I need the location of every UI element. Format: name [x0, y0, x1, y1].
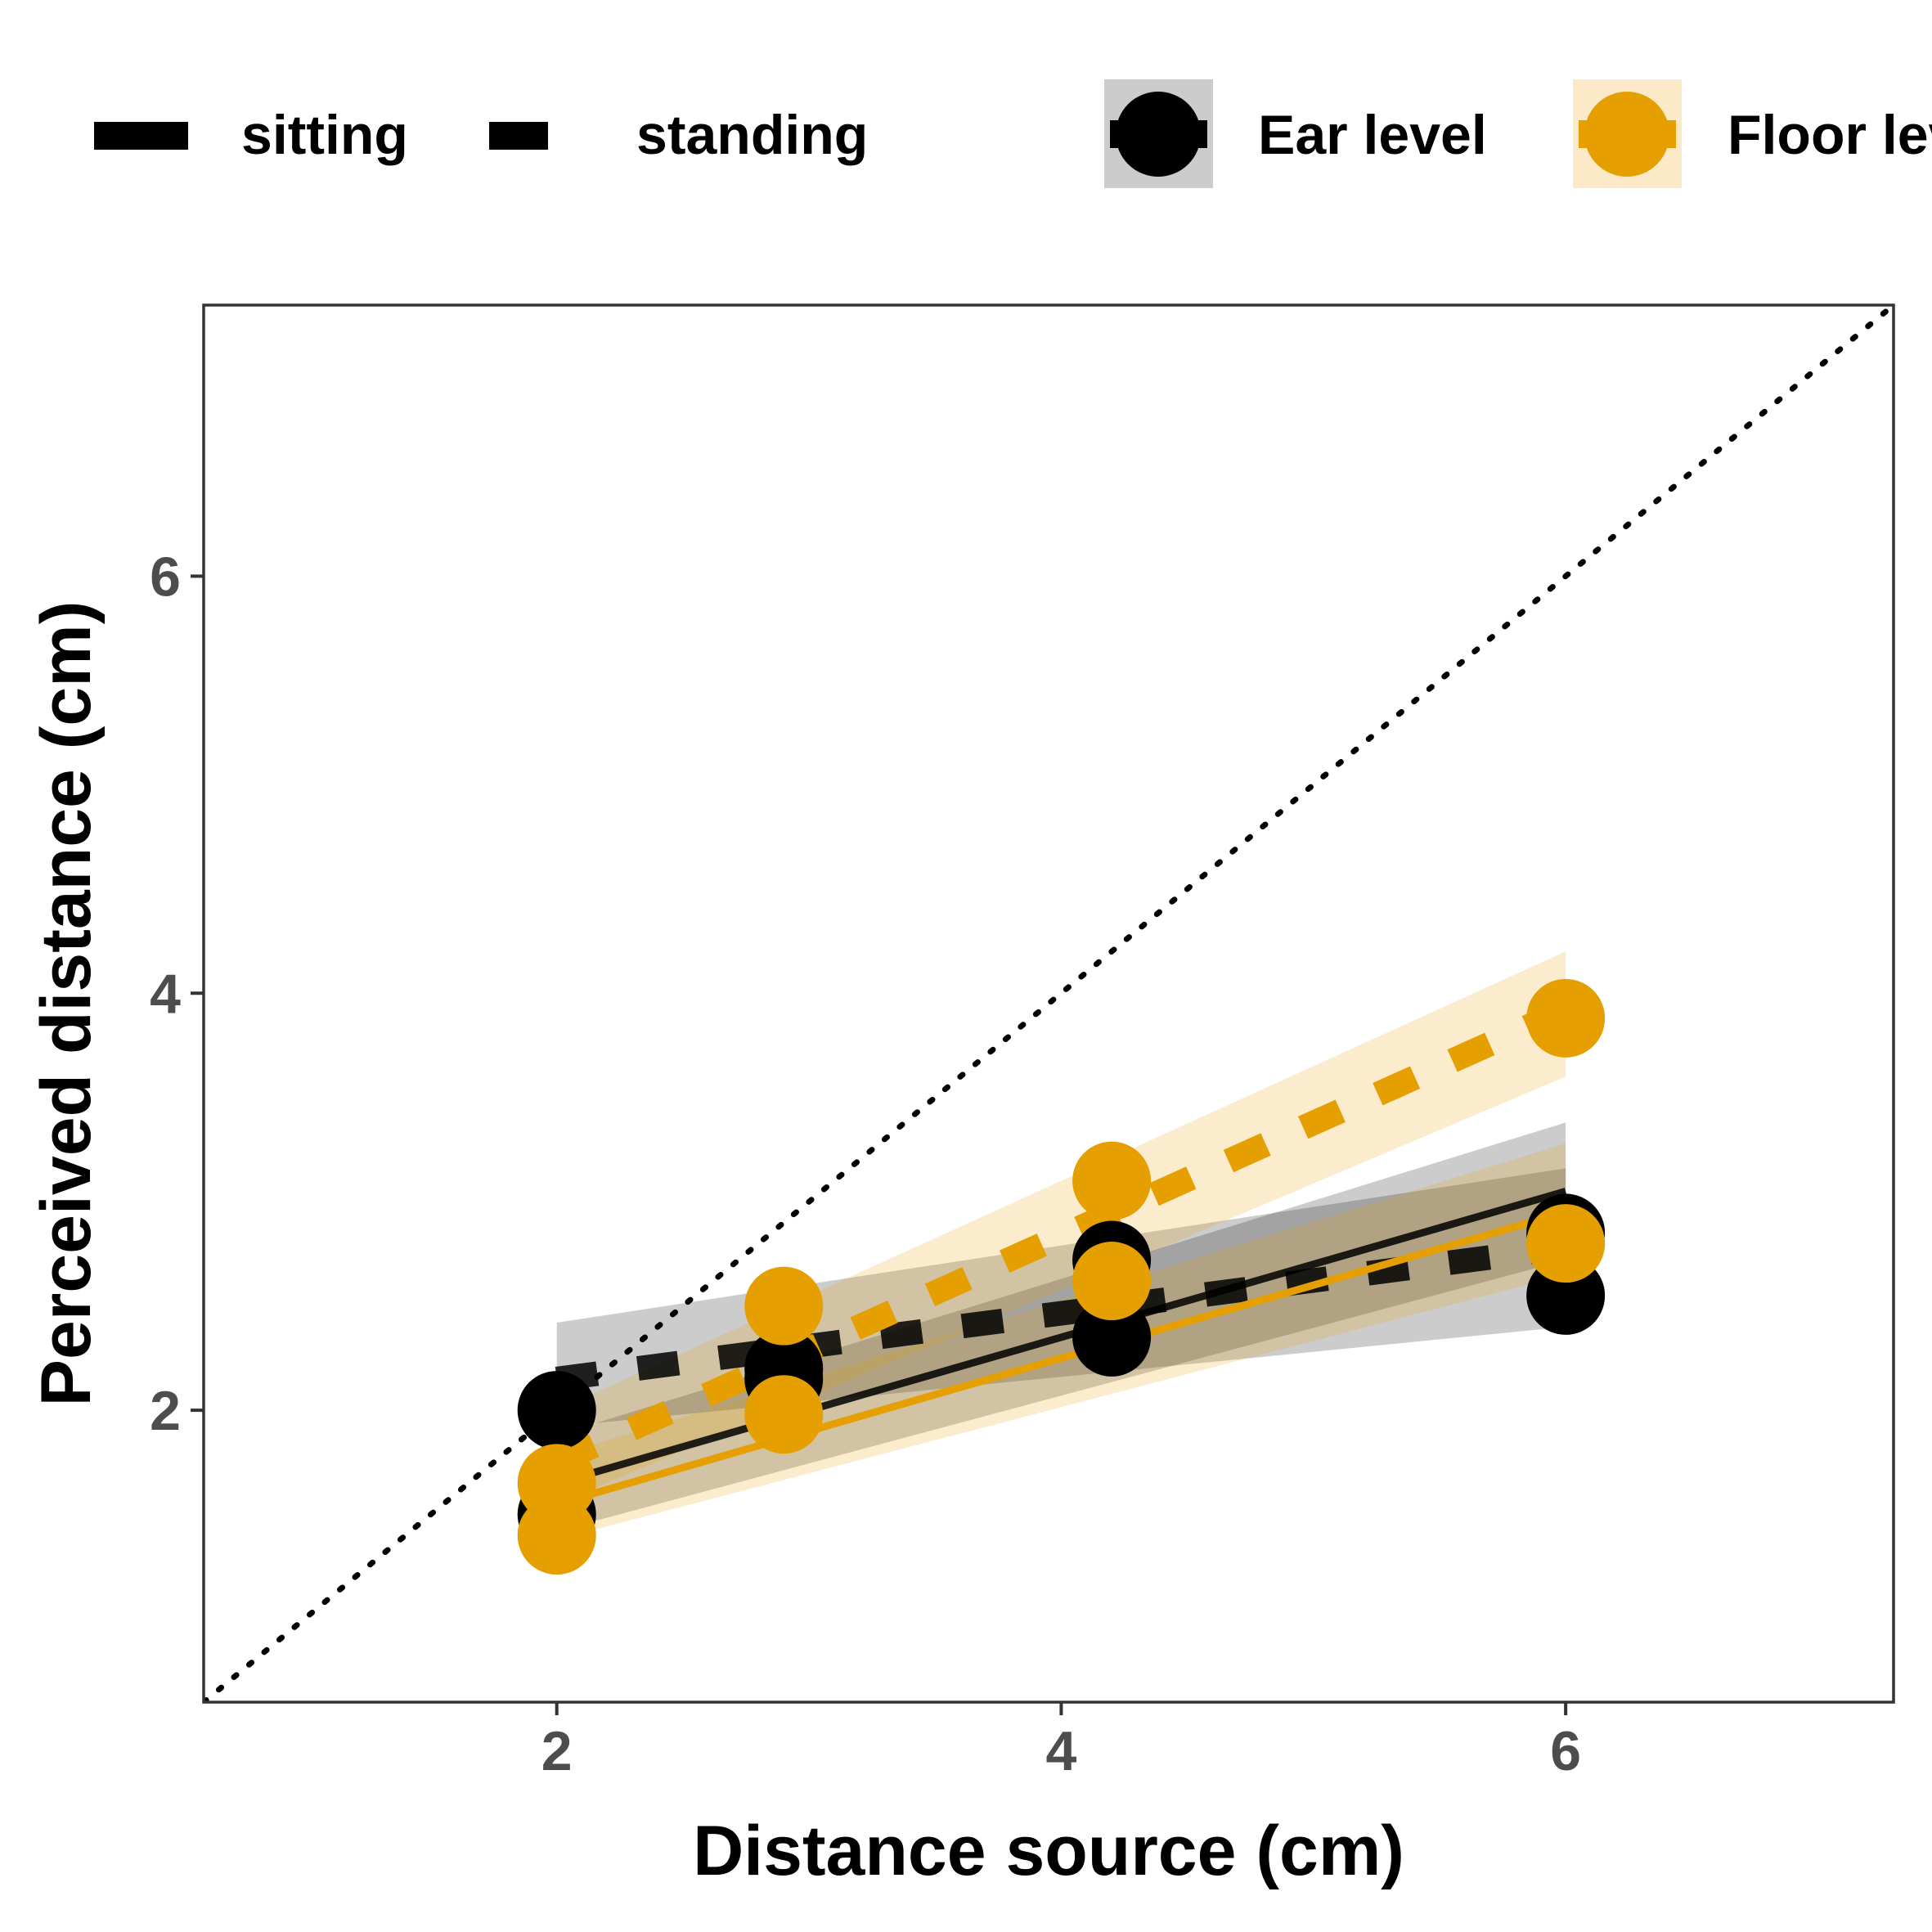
data-point-floor-level-standing-2: [744, 1266, 824, 1346]
y-tick-label-6: 6: [150, 546, 181, 608]
legend-point-ear-level: [1116, 92, 1201, 177]
identity-reference-line: [204, 305, 1894, 1702]
x-tick-label-4: 4: [1046, 1720, 1077, 1782]
axes: 2 4 6 2 4 6: [150, 546, 1581, 1782]
data-point-floor-level-standing-4: [1526, 978, 1606, 1058]
fit-line-floor-level-standing: [551, 998, 1571, 1474]
fit-line-floor-level-sitting: [555, 1208, 1567, 1508]
data-point-floor-level-standing-1: [517, 1496, 596, 1575]
x-axis-title: Distance source (cm): [693, 1812, 1404, 1890]
fit-line-ear-level-standing: [555, 1235, 1568, 1391]
data-point-ear-level-standing-1: [517, 1371, 596, 1450]
legend-key-floor-level: [1573, 79, 1682, 188]
legend-label-standing: standing: [636, 104, 868, 166]
legend-label-ear-level: Ear level: [1258, 104, 1487, 166]
data-point-floor-level-sitting-3: [1072, 1242, 1152, 1321]
y-tick-label-4: 4: [150, 963, 181, 1025]
x-tick-label-2: 2: [541, 1720, 573, 1782]
data-point-floor-level-sitting-4: [1526, 1204, 1606, 1283]
legend-point-floor-level: [1584, 92, 1669, 177]
x-tick-label-6: 6: [1550, 1720, 1581, 1782]
fit-line-ear-level-sitting: [555, 1188, 1567, 1487]
legend-label-floor-level: Floor level: [1728, 104, 1932, 166]
data-point-floor-level-sitting-2: [744, 1375, 824, 1454]
y-tick-label-2: 2: [150, 1380, 181, 1442]
panel-border: [202, 303, 1895, 1704]
legend-label-sitting: sitting: [241, 104, 408, 166]
data-point-floor-level-standing-3: [1072, 1141, 1152, 1220]
legend-key-ear-level: [1104, 79, 1213, 188]
data-point-ear-level-sitting-3: [1072, 1297, 1152, 1377]
y-axis-title: Perceived distance (cm): [27, 601, 106, 1407]
plot-panel: [204, 305, 1894, 1702]
legend: sitting standing Ear level Floor level: [94, 79, 1932, 188]
